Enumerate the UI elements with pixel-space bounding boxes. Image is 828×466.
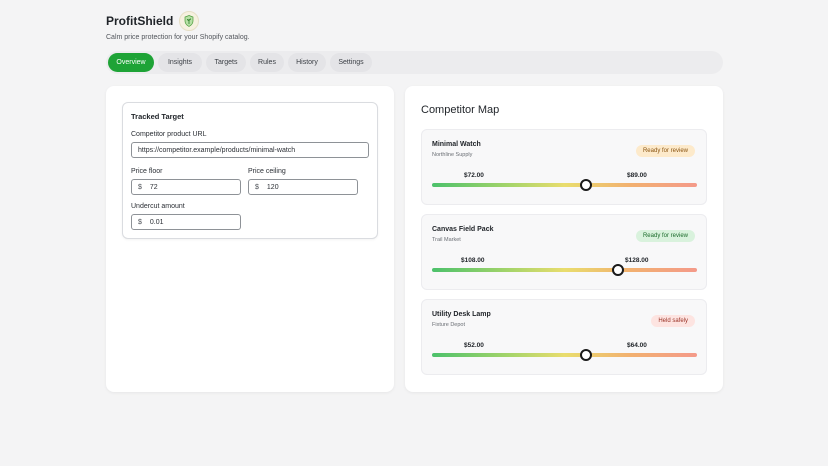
undercut-amount-value: 0.01	[149, 218, 164, 226]
price-floor-label: Price floor	[131, 168, 163, 175]
currency-prefix: $	[255, 183, 259, 191]
price-floor-input[interactable]: $ 72	[131, 179, 241, 195]
status-badge: Held safely	[651, 315, 695, 327]
tracked-target-panel: Tracked Target Competitor product URL ht…	[106, 86, 394, 392]
competitor-name: Canvas Field Pack	[432, 226, 494, 233]
tracked-target-card: Tracked Target Competitor product URL ht…	[122, 102, 378, 239]
tracked-target-title: Tracked Target	[131, 112, 184, 121]
status-badge: Ready for review	[635, 230, 695, 242]
competitor-name: Utility Desk Lamp	[432, 311, 491, 318]
competitor-url-label: Competitor product URL	[131, 131, 207, 138]
range-low-price: $108.00	[461, 257, 485, 264]
app-header: ProfitShield Calm price protection for y…	[106, 11, 250, 41]
range-low-price: $72.00	[464, 172, 484, 179]
price-range-track	[432, 183, 697, 187]
tab-targets[interactable]: Targets	[206, 53, 246, 72]
competitor-item: Minimal Watch Northline Supply Ready for…	[421, 129, 707, 205]
price-floor-value: 72	[149, 183, 158, 191]
undercut-amount-input[interactable]: $ 0.01	[131, 214, 241, 230]
price-ceiling-value: 120	[266, 183, 279, 191]
range-high-price: $64.00	[627, 342, 647, 349]
price-position-handle[interactable]	[579, 179, 592, 191]
price-range-track	[432, 353, 697, 357]
status-badge: Ready for review	[635, 145, 695, 157]
price-ceiling-label: Price ceiling	[248, 168, 286, 175]
tab-bar: Overview Insights Targets Rules History …	[106, 51, 723, 74]
competitor-vendor: Northline Supply	[432, 152, 473, 158]
tab-rules[interactable]: Rules	[250, 53, 284, 72]
competitor-vendor: Trail Market	[432, 237, 461, 243]
competitor-map-panel: Competitor Map Minimal Watch Northline S…	[405, 86, 723, 392]
currency-prefix: $	[138, 218, 142, 226]
price-range-track	[432, 268, 697, 272]
currency-prefix: $	[138, 183, 142, 191]
undercut-amount-label: Undercut amount	[131, 203, 185, 210]
competitor-url-input[interactable]: https://competitor.example/products/mini…	[131, 142, 369, 158]
tab-insights[interactable]: Insights	[158, 53, 202, 72]
competitor-item: Utility Desk Lamp Fixture Depot Held saf…	[421, 299, 707, 375]
competitor-url-value: https://competitor.example/products/mini…	[138, 146, 296, 154]
range-low-price: $52.00	[464, 342, 484, 349]
tab-settings[interactable]: Settings	[330, 53, 372, 72]
app-title: ProfitShield	[106, 14, 174, 28]
range-high-price: $128.00	[625, 257, 649, 264]
competitor-map-title: Competitor Map	[421, 104, 500, 116]
price-position-handle[interactable]	[611, 264, 624, 276]
app-subtitle: Calm price protection for your Shopify c…	[106, 34, 250, 41]
competitor-vendor: Fixture Depot	[432, 322, 466, 328]
range-high-price: $89.00	[627, 172, 647, 179]
competitor-item: Canvas Field Pack Trail Market Ready for…	[421, 214, 707, 290]
shield-plant-logo-icon	[179, 11, 200, 31]
price-position-handle[interactable]	[579, 349, 592, 361]
competitor-name: Minimal Watch	[432, 141, 481, 148]
price-ceiling-input[interactable]: $ 120	[248, 179, 358, 195]
tab-history[interactable]: History	[288, 53, 326, 72]
tab-overview[interactable]: Overview	[108, 53, 154, 72]
